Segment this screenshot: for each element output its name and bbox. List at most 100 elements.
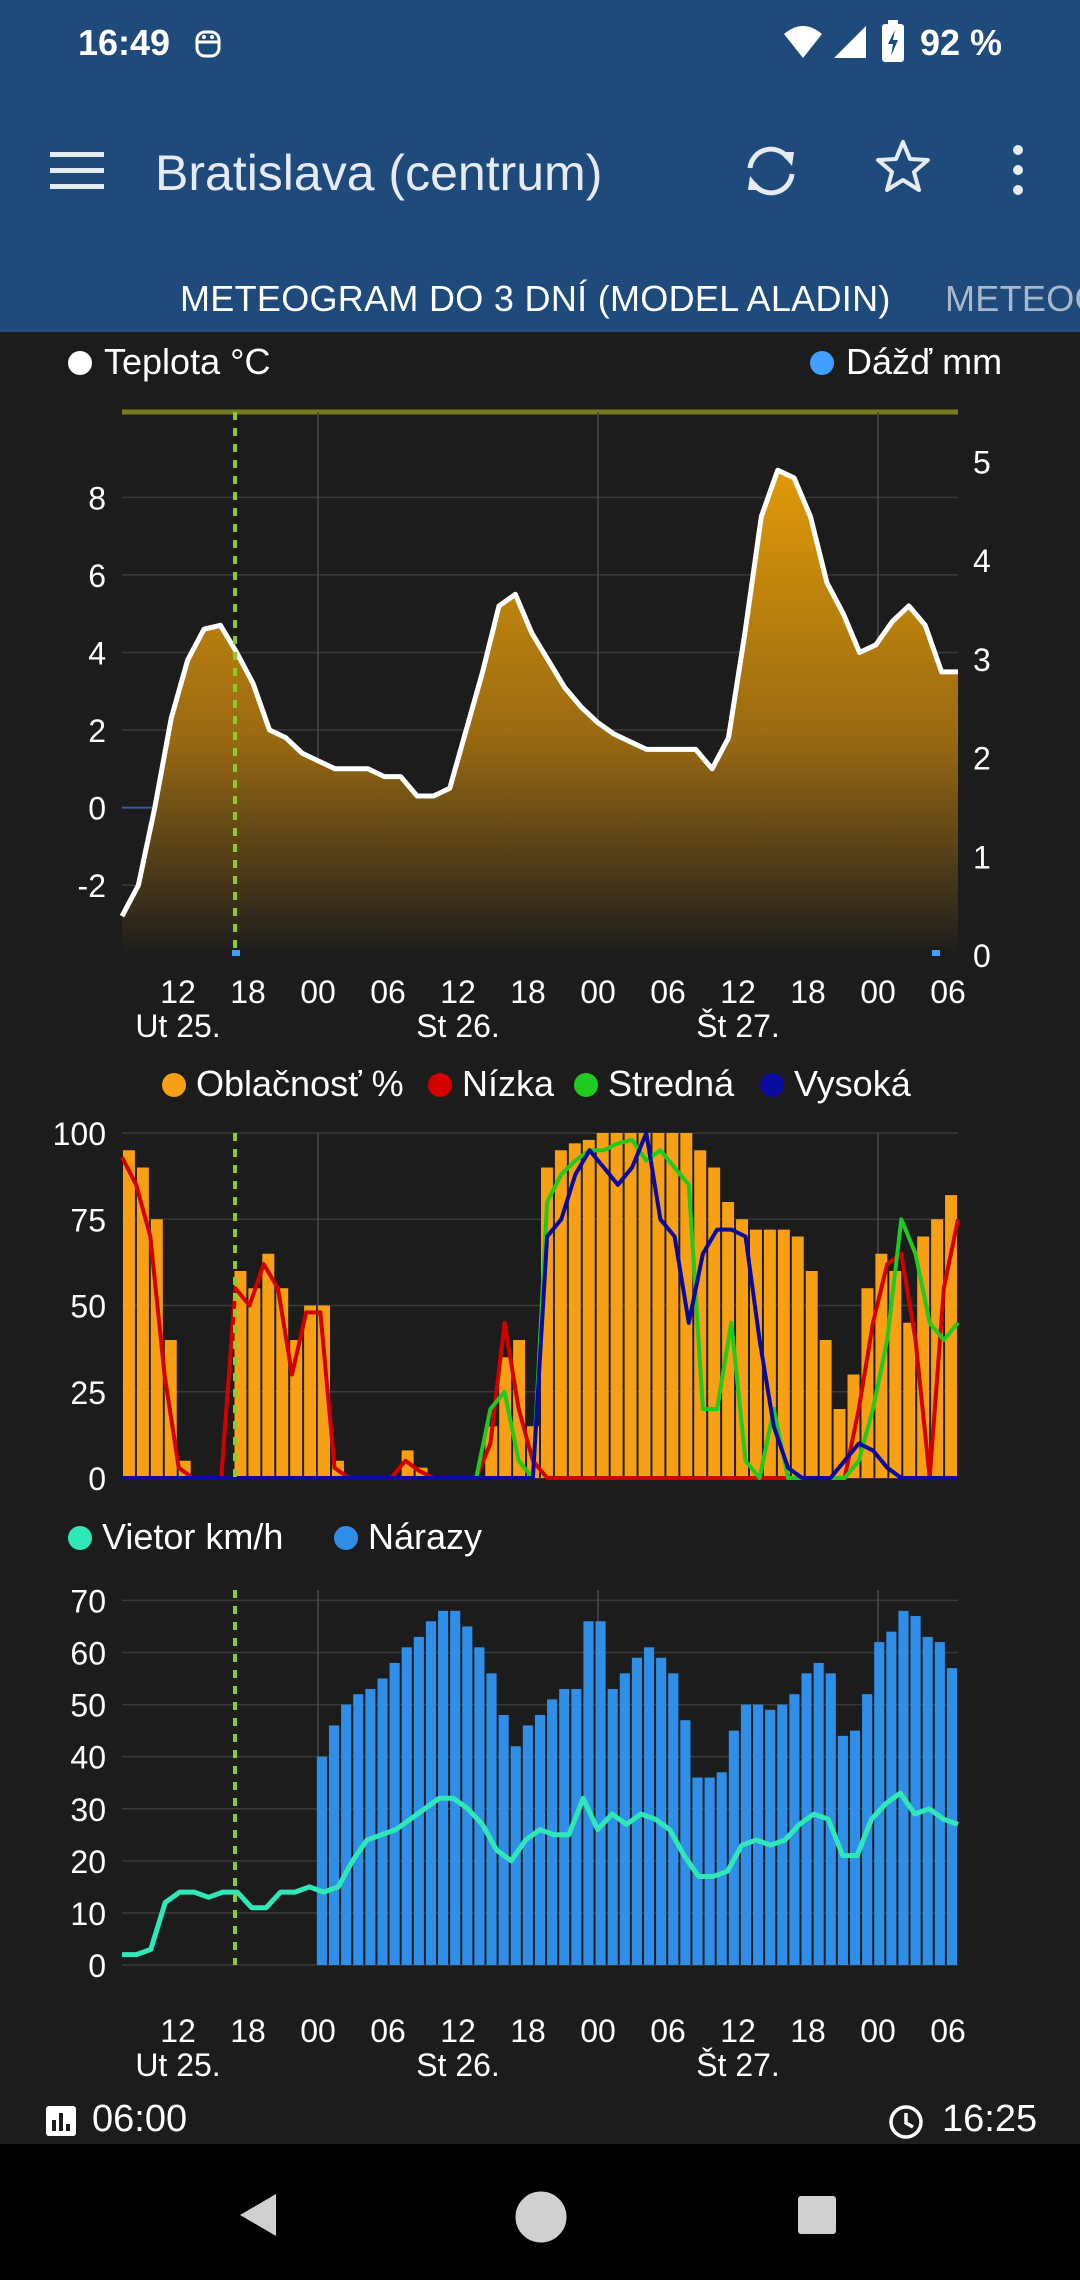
cloud-bar (290, 1340, 303, 1478)
legend-dot-1 (428, 1073, 452, 1097)
refresh-icon[interactable] (740, 140, 802, 202)
temperature-line (119, 467, 958, 918)
temp-day-label: St 26. (416, 1008, 500, 1044)
gust-bar (607, 1688, 618, 1965)
legend-dot-1 (334, 1526, 358, 1550)
legend-label-rain: Dážď mm (846, 341, 1002, 382)
cloud-bar (304, 1305, 317, 1478)
wind-x-tick: 18 (510, 2013, 546, 2049)
cloud-bar (136, 1167, 149, 1478)
wind-x-tick: 06 (650, 2013, 686, 2049)
wind-day-label: St 26. (416, 2047, 500, 2083)
cloud-bar (861, 1288, 874, 1478)
y-tick-right: 2 (973, 741, 991, 777)
cloud-bar (262, 1253, 275, 1478)
y-tick: 50 (70, 1289, 106, 1325)
recents-icon[interactable] (796, 2194, 838, 2236)
gust-bar (619, 1673, 630, 1965)
more-vert-icon[interactable] (1010, 142, 1026, 198)
y-tick-right: 3 (973, 642, 991, 678)
home-icon[interactable] (514, 2190, 568, 2244)
cloud-bar (833, 1409, 846, 1478)
legend-dot-2 (574, 1073, 598, 1097)
gust-bar (740, 1704, 752, 1965)
y-tick: 25 (70, 1375, 106, 1411)
cloud-bar (582, 1139, 595, 1478)
temp-x-tick: 06 (370, 974, 406, 1010)
status-time: 16:49 (78, 22, 171, 63)
wind-x-tick: 06 (930, 2013, 966, 2049)
gust-bar (910, 1616, 921, 1965)
cloud-bar (903, 1322, 916, 1478)
rain-bar (232, 950, 240, 956)
star-icon[interactable] (874, 138, 932, 196)
gust-bar (534, 1715, 546, 1965)
rain-bar (932, 950, 940, 956)
gust-bar (753, 1704, 764, 1965)
legend-dot-0 (68, 1526, 92, 1550)
wind-x-tick: 12 (440, 2013, 476, 2049)
clock-icon (889, 2105, 923, 2139)
y-tick-right: 0 (973, 938, 991, 974)
temp-x-tick: 12 (440, 974, 476, 1010)
y-tick: 10 (70, 1896, 106, 1932)
y-tick-left: 2 (88, 713, 106, 749)
cloud-bar (610, 1133, 623, 1478)
gust-bar (389, 1662, 400, 1965)
cloud-bar (819, 1340, 832, 1478)
tab-meteogram-next[interactable]: METEOG (945, 278, 1080, 319)
status-bar: 16:49 92 % (0, 0, 1080, 84)
legend-label-3: Vysoká (794, 1063, 912, 1104)
y-tick-left: 4 (88, 635, 106, 671)
cloud-bar (318, 1305, 330, 1478)
back-icon[interactable] (236, 2192, 280, 2238)
gust-bar (643, 1647, 655, 1965)
cloud-bar (638, 1133, 651, 1478)
gust-bar (438, 1610, 449, 1965)
menu-icon[interactable] (50, 150, 104, 190)
cloud-bar (541, 1167, 553, 1478)
cloud-bar (123, 1150, 135, 1478)
legend-label-temperature: Teplota °C (104, 341, 270, 382)
temp-x-tick: 06 (930, 974, 966, 1010)
y-tick: 40 (70, 1740, 106, 1776)
y-tick: 0 (88, 1461, 106, 1497)
y-tick: 60 (70, 1636, 106, 1672)
gust-bar (716, 1772, 727, 1965)
wind-x-tick: 18 (790, 2013, 826, 2049)
cloud-bar (178, 1460, 191, 1478)
tab-bar: METEOGRAM DO 3 DNÍ (MODEL ALADIN) METEOG (0, 260, 1080, 332)
tab-indicator (160, 328, 920, 332)
chart-icon (46, 2106, 76, 2136)
gust-bar (559, 1688, 570, 1965)
gust-bar (777, 1704, 788, 1965)
gust-bar (450, 1610, 461, 1965)
gust-bar (704, 1777, 715, 1965)
legend-dot-0 (162, 1073, 186, 1097)
gust-bar (413, 1636, 424, 1965)
wind-day-label: Ut 25. (135, 2047, 220, 2083)
gust-bar (498, 1715, 509, 1965)
cloud-bar (791, 1236, 804, 1478)
gust-bar (849, 1730, 861, 1965)
wind-x-tick: 00 (860, 2013, 896, 2049)
tab-meteogram-3-days[interactable]: METEOGRAM DO 3 DNÍ (MODEL ALADIN) (180, 278, 891, 319)
temp-x-tick: 00 (580, 974, 616, 1010)
gust-bar (462, 1626, 473, 1965)
gust-bar (898, 1610, 909, 1965)
temp-day-label: Ut 25. (135, 1008, 220, 1044)
y-tick-right: 5 (973, 444, 991, 480)
gust-bar (583, 1621, 594, 1965)
wind-line (122, 1790, 959, 1958)
cloud-bar (736, 1219, 748, 1478)
legend-label-0: Oblačnosť % (196, 1063, 404, 1104)
y-tick-right: 4 (973, 543, 991, 579)
wind-x-tick: 18 (230, 2013, 266, 2049)
gust-bar (922, 1636, 933, 1965)
cloud-bar (276, 1288, 289, 1478)
legend-label-0: Vietor km/h (102, 1516, 283, 1557)
y-tick: 50 (70, 1688, 106, 1724)
wind-x-tick: 12 (160, 2013, 196, 2049)
gust-bar (668, 1673, 679, 1965)
y-tick: 75 (70, 1202, 106, 1238)
